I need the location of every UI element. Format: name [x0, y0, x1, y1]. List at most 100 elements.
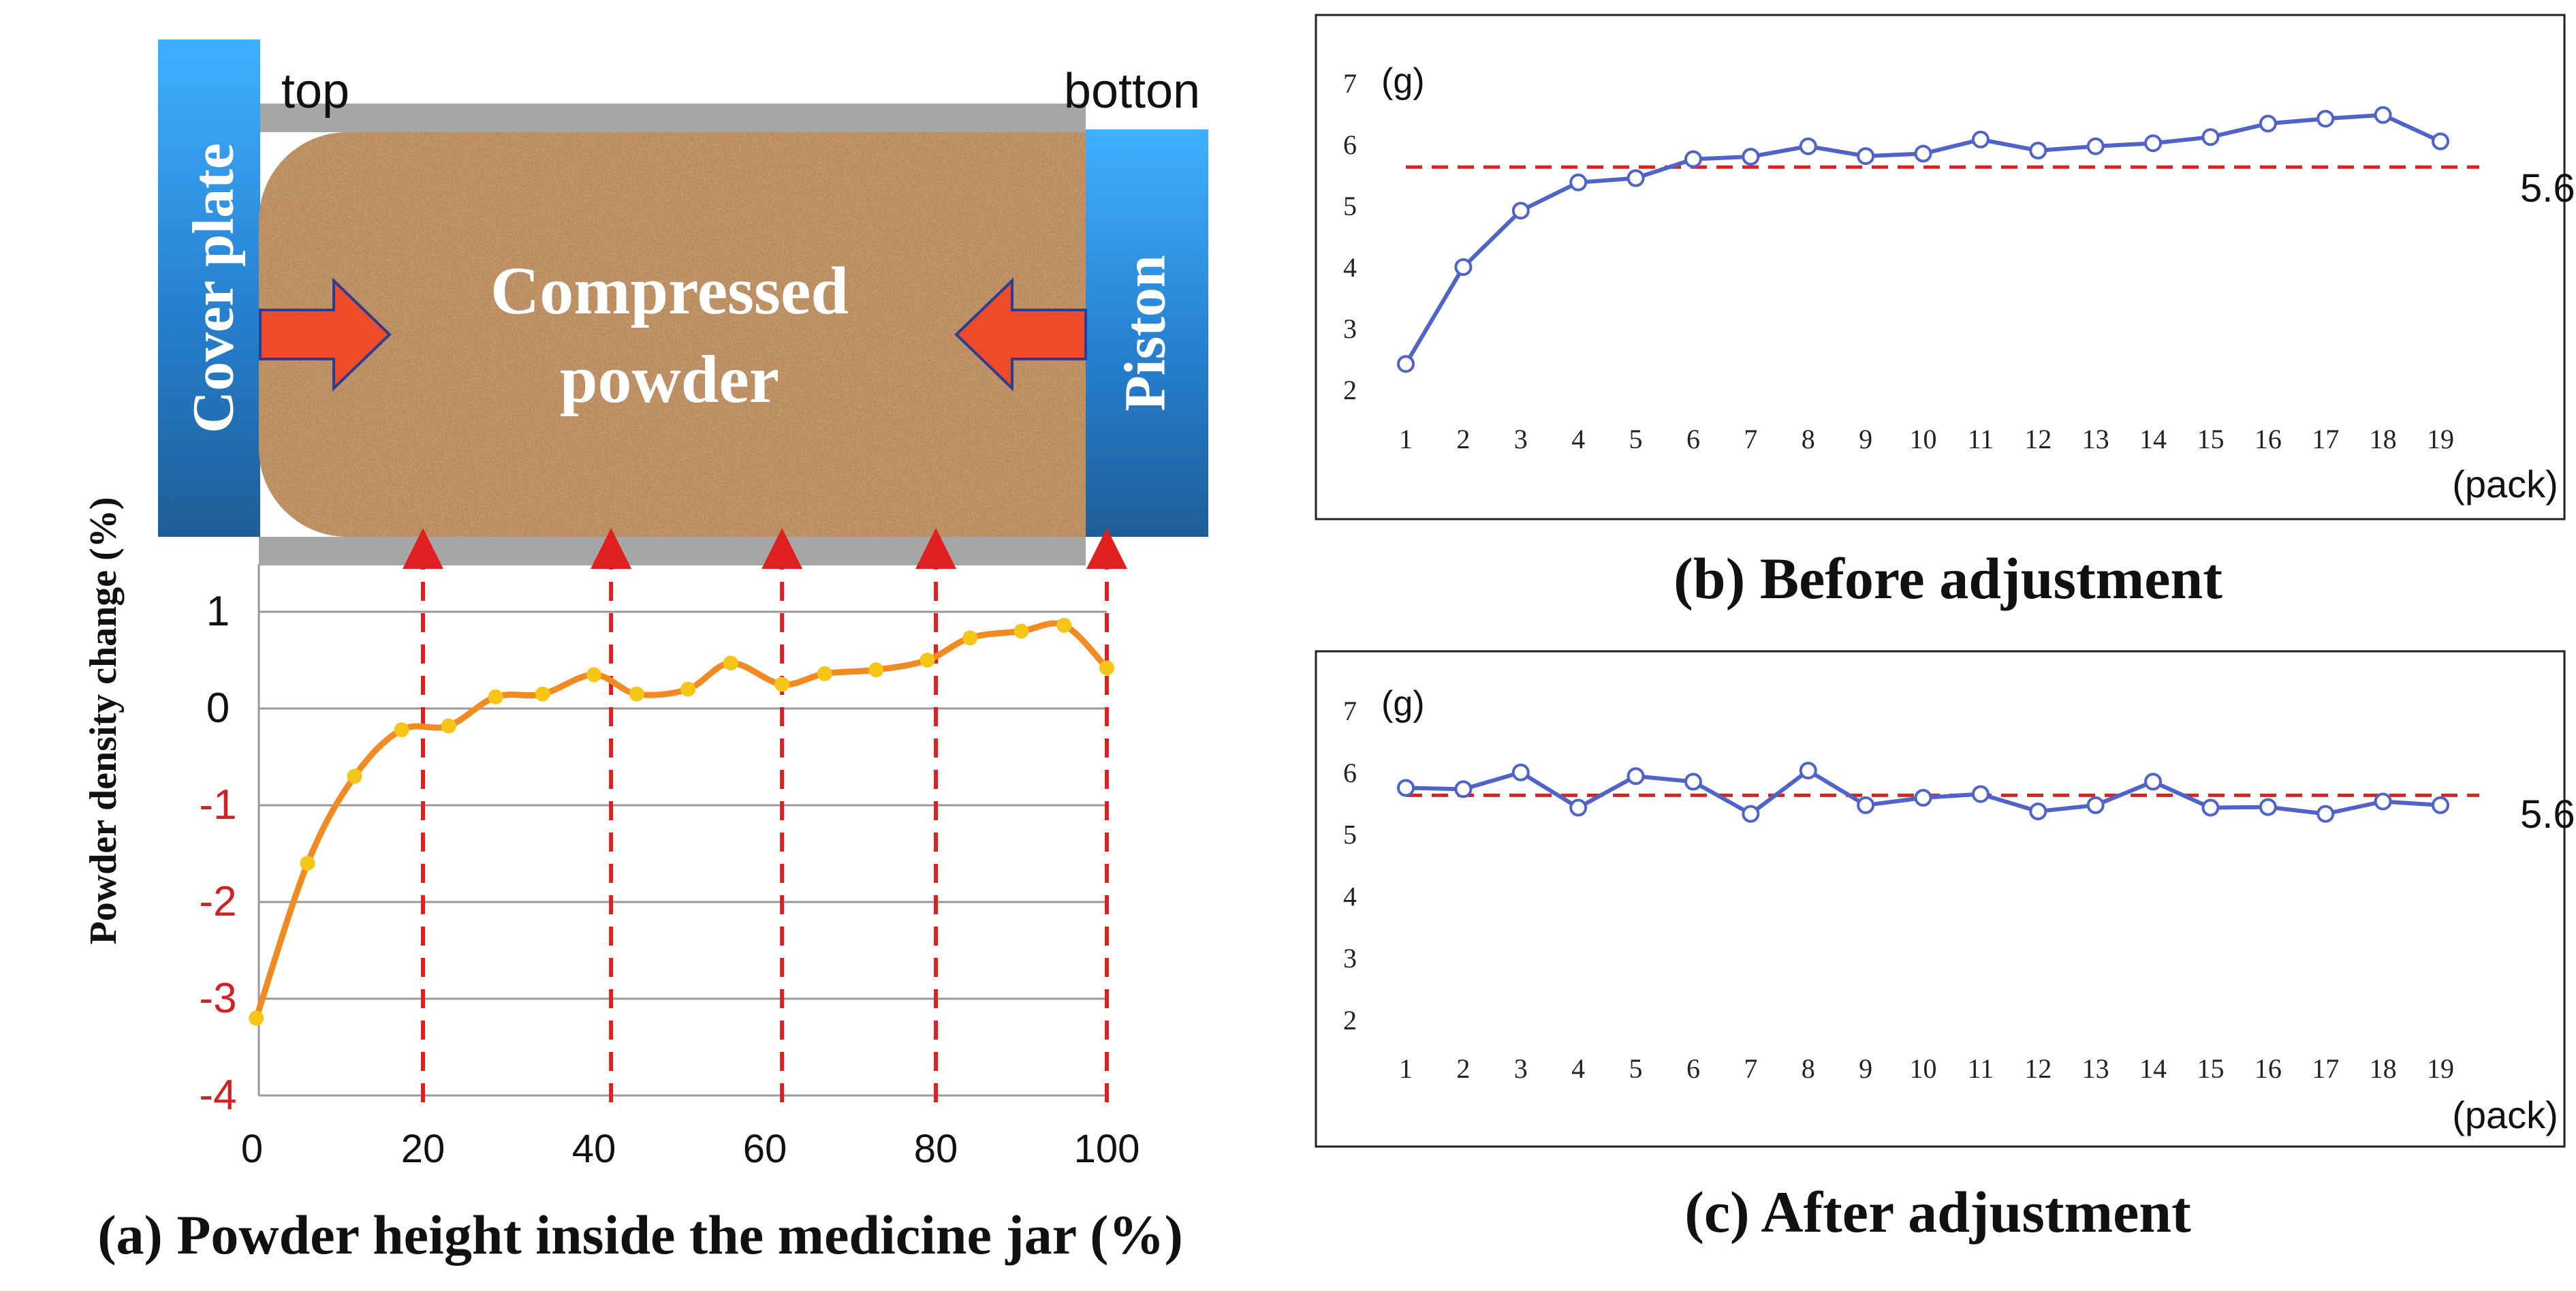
- y-tick-label: 2: [1343, 1005, 1357, 1036]
- x-tick-label: 80: [914, 1127, 958, 1171]
- x-tick-label: 13: [2082, 1053, 2109, 1084]
- weight-data-point: [1799, 137, 1817, 155]
- weight-data-point: [1914, 789, 1932, 807]
- y-tick-label: -1: [199, 781, 236, 828]
- density-data-point: [920, 653, 935, 668]
- chart-c-x-unit-label: (pack): [2452, 1093, 2558, 1136]
- x-tick-label: 2: [1456, 1053, 1470, 1084]
- x-tick-label: 8: [1802, 424, 1815, 454]
- weight-data-point: [1569, 173, 1588, 191]
- powder-label-line1: Compressed: [490, 253, 849, 328]
- weight-data-point: [1397, 779, 1415, 797]
- weight-data-point: [2374, 792, 2392, 811]
- density-data-point: [629, 686, 644, 702]
- x-tick-label: 2: [1456, 424, 1470, 454]
- piston-label: Piston: [1112, 255, 1178, 411]
- x-tick-label: 4: [1571, 1053, 1585, 1084]
- x-tick-label: 100: [1074, 1127, 1140, 1171]
- chart-b-frame: [1315, 14, 2566, 520]
- x-tick-label: 6: [1686, 1053, 1700, 1084]
- x-tick-label: 16: [2255, 424, 2282, 454]
- density-data-point: [868, 662, 884, 678]
- powder-body: [259, 132, 1086, 537]
- weight-data-point: [2144, 134, 2163, 153]
- y-tick-label: 6: [1343, 758, 1357, 788]
- x-tick-label: 18: [2370, 1053, 2397, 1084]
- x-tick-label: 9: [1859, 1053, 1872, 1084]
- density-data-point: [586, 667, 601, 683]
- x-tick-label: 17: [2312, 1053, 2339, 1084]
- x-tick-label: 10: [1910, 1053, 1937, 1084]
- chart-c-reference-label: 5.63: [2520, 792, 2576, 837]
- piston: [1086, 129, 1208, 537]
- x-tick-label: 3: [1514, 424, 1528, 454]
- x-tick-label: 13: [2082, 424, 2109, 454]
- weight-data-point: [1971, 130, 1990, 149]
- y-tick-label: 7: [1343, 696, 1357, 726]
- x-tick-label: 19: [2427, 424, 2454, 454]
- density-data-point: [441, 718, 456, 734]
- density-data-point: [774, 676, 790, 692]
- x-tick-label: 5: [1629, 1053, 1643, 1084]
- y-tick-label: 3: [1343, 943, 1357, 974]
- weight-data-point: [2432, 796, 2449, 814]
- y-tick-label: 5: [1343, 820, 1357, 850]
- density-data-point: [535, 686, 550, 702]
- left-arrow-icon: [259, 277, 392, 392]
- density-series-line: [253, 620, 1110, 1019]
- weight-data-point: [2316, 805, 2335, 823]
- top-label: top: [281, 64, 349, 119]
- weight-data-point: [2201, 798, 2220, 817]
- x-tick-label: 15: [2197, 1053, 2224, 1084]
- weight-data-point: [2144, 773, 2163, 791]
- y-tick-label: 6: [1343, 129, 1357, 160]
- weight-data-point: [1742, 805, 1760, 823]
- y-tick-label: 4: [1343, 881, 1357, 912]
- x-tick-label: 8: [1802, 1053, 1815, 1084]
- x-tick-label: 20: [401, 1127, 445, 1171]
- compression-diagram: Cover plate Piston Compressed powder top…: [158, 40, 1208, 565]
- weight-data-point: [1454, 258, 1473, 276]
- x-tick-label: 15: [2197, 424, 2224, 454]
- x-tick-label: 3: [1514, 1053, 1528, 1084]
- weight-data-point: [2086, 796, 2105, 814]
- density-data-point: [300, 856, 315, 871]
- y-tick-label: 7: [1343, 68, 1357, 99]
- weight-data-point: [1742, 148, 1760, 166]
- weight-data-point: [2432, 132, 2449, 151]
- x-axis-label: (a) Powder height inside the medicine ja…: [97, 1204, 1183, 1266]
- density-chart: 10-1-2-3-40 20 40 60 80 100 Powder density ch…: [82, 497, 1183, 1266]
- y-tick-label: -2: [199, 878, 236, 925]
- cover-plate-label: Cover plate: [180, 143, 246, 433]
- chart-c-title: (c) After adjustment: [1684, 1179, 2191, 1245]
- x-tick-label: 16: [2255, 1053, 2282, 1084]
- x-tick-label: 17: [2312, 424, 2339, 454]
- density-data-point: [394, 722, 409, 738]
- density-data-point: [817, 666, 832, 681]
- weight-data-point: [1857, 147, 1875, 166]
- weight-data-point: [2201, 128, 2220, 146]
- y-tick-label: 3: [1343, 313, 1357, 344]
- chart-b-x-unit-label: (pack): [2452, 463, 2558, 505]
- cover-plate: [158, 40, 260, 537]
- y-tick-label: 1: [206, 588, 230, 635]
- density-data-point: [488, 689, 503, 704]
- weight-data-point: [2316, 110, 2335, 128]
- x-tick-label: 12: [2024, 424, 2052, 454]
- weight-data-point: [2086, 137, 2105, 155]
- y-tick-label: 2: [1343, 375, 1357, 405]
- weight-data-point: [1971, 785, 1990, 803]
- density-data-point: [1099, 660, 1114, 676]
- y-tick-label: 0: [206, 685, 230, 732]
- weight-data-point: [2029, 142, 2047, 159]
- weight-data-point: [1627, 767, 1645, 786]
- x-tick-label: 14: [2139, 1053, 2167, 1084]
- y-tick-label: 4: [1343, 252, 1357, 283]
- weight-data-point: [1454, 780, 1473, 798]
- x-tick-label: 18: [2370, 424, 2397, 454]
- x-tick-label: 0: [241, 1127, 263, 1171]
- weight-data-point: [1684, 773, 1702, 791]
- x-tick-label: 12: [2024, 1053, 2052, 1084]
